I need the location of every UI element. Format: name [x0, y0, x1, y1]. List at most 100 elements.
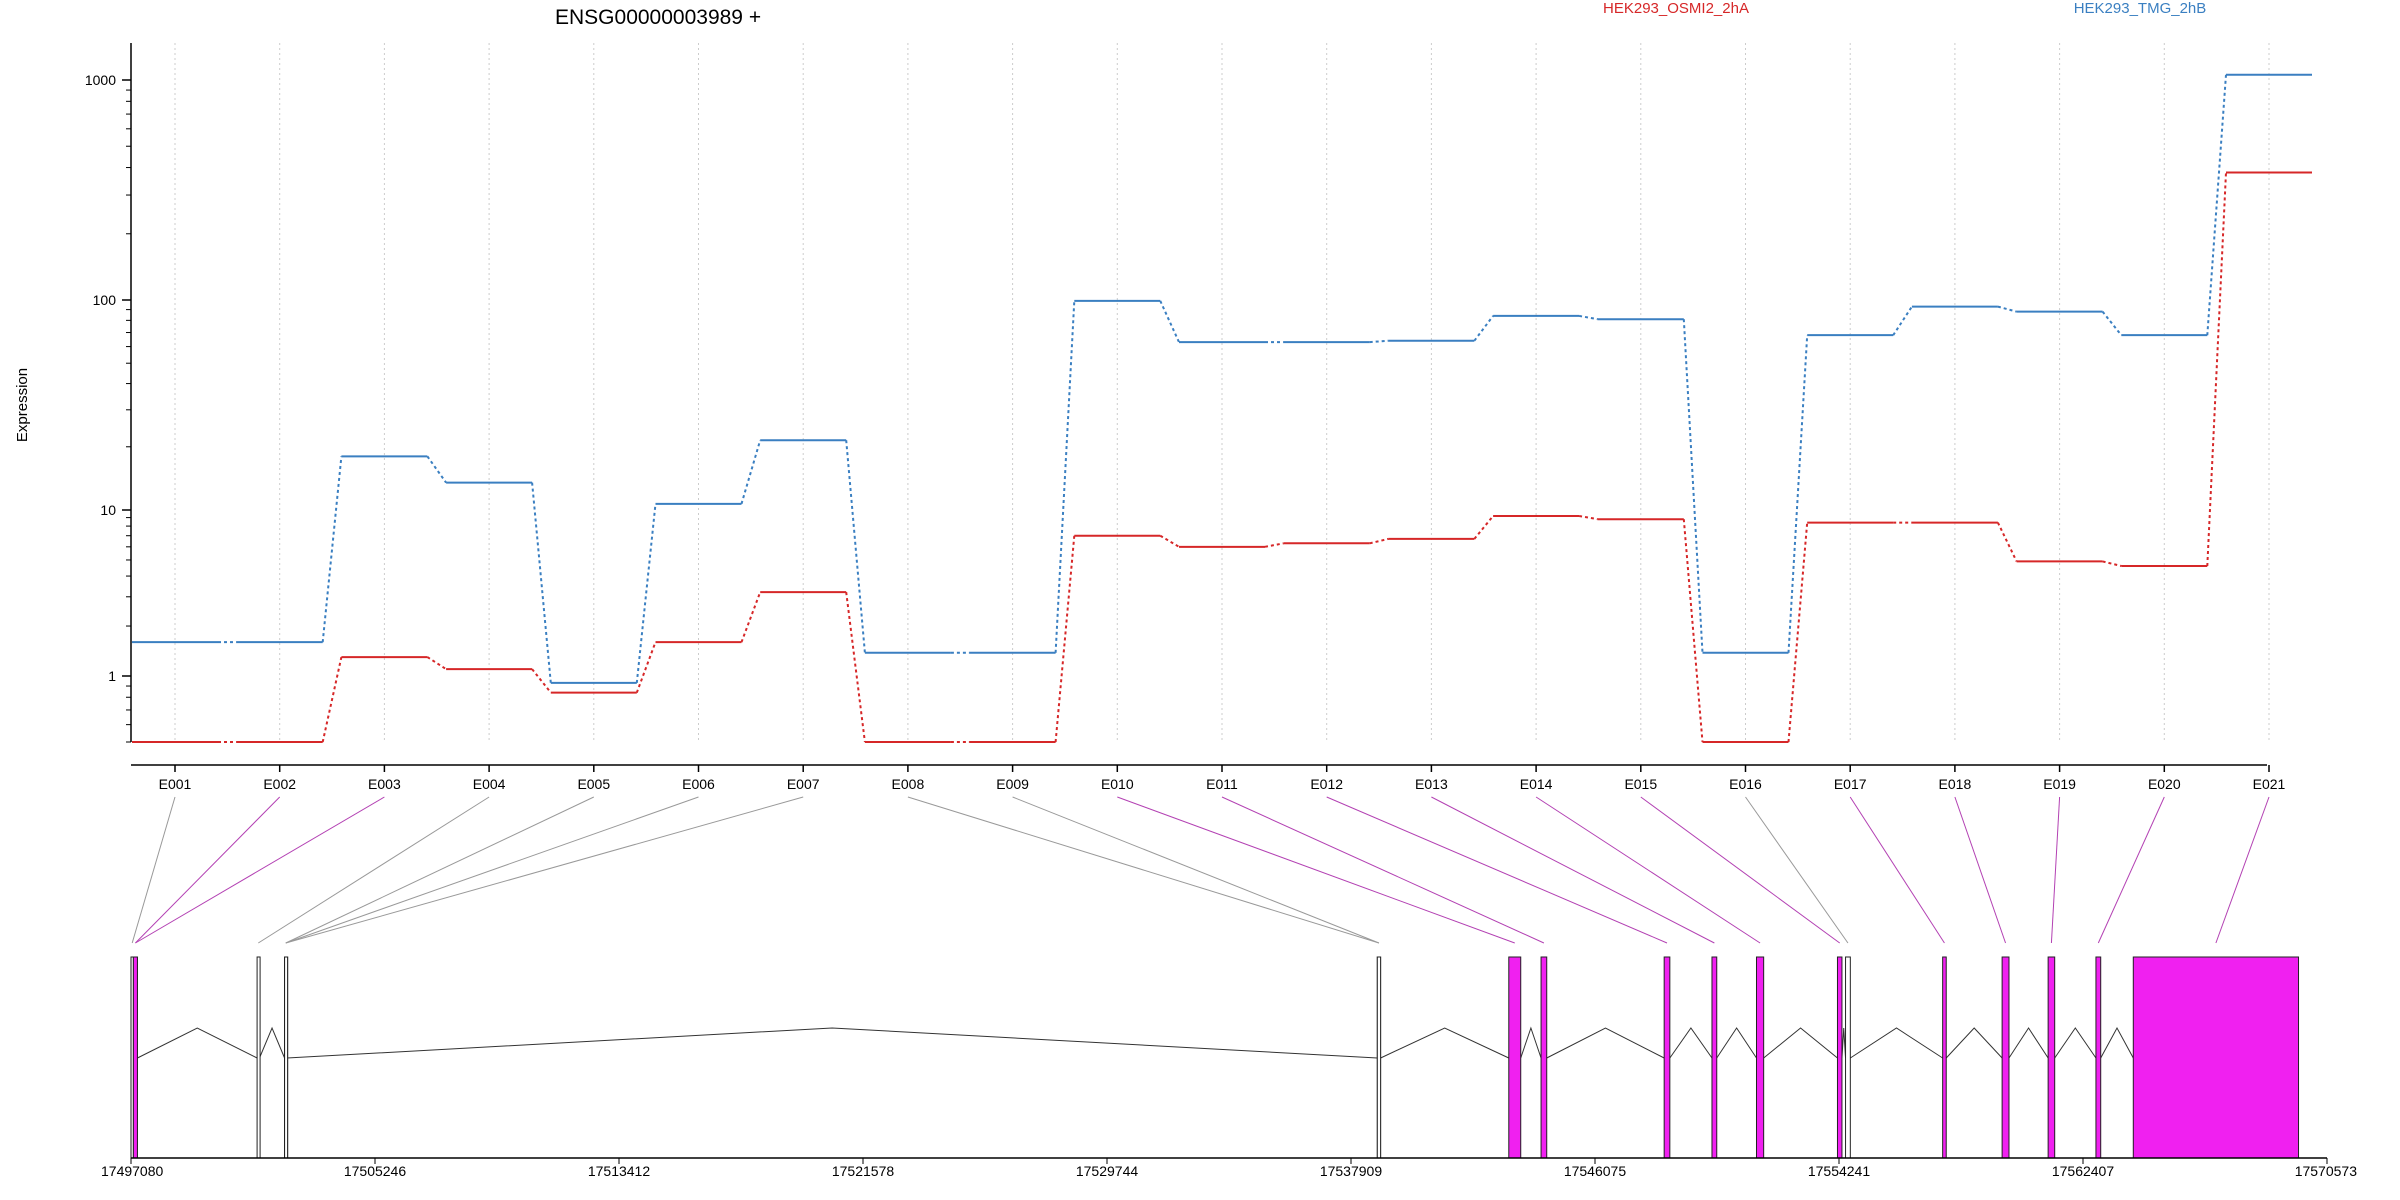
intron-line — [259, 1026, 286, 1059]
exon-box-e012 — [1663, 956, 1671, 1159]
intron-line — [1763, 1027, 1838, 1059]
series-0-connector — [1996, 522, 2018, 562]
exon-box-e011 — [1540, 956, 1548, 1159]
exon-label-e010: E010 — [1101, 776, 1134, 792]
series-0-connector — [1473, 515, 1494, 540]
exon-label-e002: E002 — [263, 776, 296, 792]
series-0-connector — [1159, 534, 1180, 548]
connector-e017 — [1849, 796, 1945, 944]
exon-label-e003: E003 — [368, 776, 401, 792]
connector-e015 — [1640, 796, 1841, 944]
exon-label-e008: E008 — [892, 776, 925, 792]
intron-line — [1669, 1027, 1713, 1059]
connector-e012 — [1326, 796, 1668, 944]
connector-e006 — [285, 796, 699, 944]
coordinate-label: 17529744 — [1076, 1163, 1139, 1179]
series-0-connector — [2102, 560, 2122, 567]
intron-line — [1380, 1027, 1509, 1059]
intron-line — [2008, 1027, 2049, 1059]
series-1-connector — [1682, 319, 1704, 653]
series-0-connector — [1578, 515, 1598, 521]
series-1-connector — [1473, 315, 1494, 342]
coordinate-label: 17570573 — [2295, 1163, 2358, 1179]
series-1-connector — [321, 456, 343, 643]
exon-label-e013: E013 — [1415, 776, 1448, 792]
y-ticks: 1 10 100 1000 — [85, 72, 131, 743]
series-0-connector — [1369, 537, 1389, 545]
exon-label-e006: E006 — [682, 776, 715, 792]
exon-label-e020: E020 — [2148, 776, 2181, 792]
series-1-connector — [1054, 300, 1076, 653]
series-0-connector — [635, 641, 657, 693]
intron-line — [1850, 1027, 1943, 1059]
series-0-connector — [2206, 172, 2227, 567]
connector-e002 — [135, 796, 281, 944]
exon-label-e021: E021 — [2253, 776, 2286, 792]
series-0-connector — [1264, 542, 1284, 548]
connector-e016 — [1745, 796, 1849, 944]
legend-entry-0: HEK293_OSMI2_2hA — [1603, 0, 1749, 17]
connector-e013 — [1431, 796, 1715, 944]
coordinate-axis: 17497080 17505246 17513412 17521578 17529744… — [101, 1157, 2358, 1179]
connector-e009 — [1012, 796, 1380, 944]
ytick-label: 10 — [100, 502, 116, 518]
coordinate-label: 17546075 — [1564, 1163, 1627, 1179]
exon-box-e015 — [1836, 956, 1843, 1159]
series-0 — [132, 171, 2312, 743]
exon-box-e010 — [1508, 956, 1522, 1159]
series-0-connector — [740, 591, 762, 643]
intron-line — [1546, 1027, 1665, 1059]
coordinate-label: 17537909 — [1320, 1163, 1383, 1179]
intron-line — [2100, 1026, 2134, 1059]
series-1 — [132, 73, 2312, 684]
exon-label-e012: E012 — [1310, 776, 1343, 792]
exon-box-e019 — [2047, 956, 2056, 1159]
coordinate-label: 17497080 — [101, 1163, 164, 1179]
coordinate-label: 17513412 — [588, 1163, 651, 1179]
series-0-connector — [426, 656, 447, 670]
connector-e003 — [135, 796, 385, 944]
series-1-connector — [531, 482, 552, 684]
exon-label-e014: E014 — [1520, 776, 1553, 792]
exon-box-e018 — [2001, 956, 2010, 1159]
legend-entry-1: HEK293_TMG_2hB — [2074, 0, 2207, 17]
series-layer — [132, 73, 2312, 743]
series-0-connector — [531, 668, 552, 694]
exon-box-e009 — [1376, 956, 1382, 1159]
intron-line — [1520, 1026, 1542, 1059]
exon-box-e013 — [1711, 956, 1718, 1159]
series-1-connector — [635, 503, 657, 684]
connector-e005 — [285, 796, 595, 944]
intron-line — [1716, 1027, 1757, 1059]
connector-e018 — [1954, 796, 2007, 944]
exon-label-e001: E001 — [159, 776, 192, 792]
intron-line — [286, 1027, 1378, 1059]
connector-e021 — [2215, 796, 2270, 944]
coordinate-label: 17521578 — [832, 1163, 895, 1179]
exon-label-e009: E009 — [996, 776, 1029, 792]
exon-label-e011: E011 — [1206, 776, 1238, 792]
exon-label-e019: E019 — [2043, 776, 2076, 792]
exon-box-e017 — [1942, 956, 1947, 1159]
connector-e007 — [285, 796, 804, 944]
exon-connectors — [131, 796, 2270, 944]
x-ticks: E001 E002 E003 E004 E005 E006 E007 E008 E009 E010… — [159, 765, 2286, 792]
exon-box-e004 — [256, 956, 261, 1159]
exon-label-e005: E005 — [577, 776, 610, 792]
series-1-connector — [1787, 335, 1809, 653]
connector-e004 — [258, 796, 490, 944]
exon-label-e016: E016 — [1729, 776, 1762, 792]
y-axis-label: Expression — [14, 368, 31, 442]
exon-label-e004: E004 — [473, 776, 506, 792]
series-0-connector — [321, 656, 343, 743]
connector-e010 — [1117, 796, 1515, 944]
intron-line — [2054, 1027, 2097, 1059]
intron-line — [1945, 1027, 2003, 1059]
exon-label-e018: E018 — [1939, 776, 1972, 792]
exon-box-e021 — [2132, 956, 2300, 1159]
coordinate-label: 17562407 — [2052, 1163, 2115, 1179]
series-1-connector — [740, 439, 762, 505]
ytick-label: 1 — [108, 668, 116, 684]
series-0-connector — [845, 592, 866, 743]
series-0-connector — [1054, 535, 1076, 743]
